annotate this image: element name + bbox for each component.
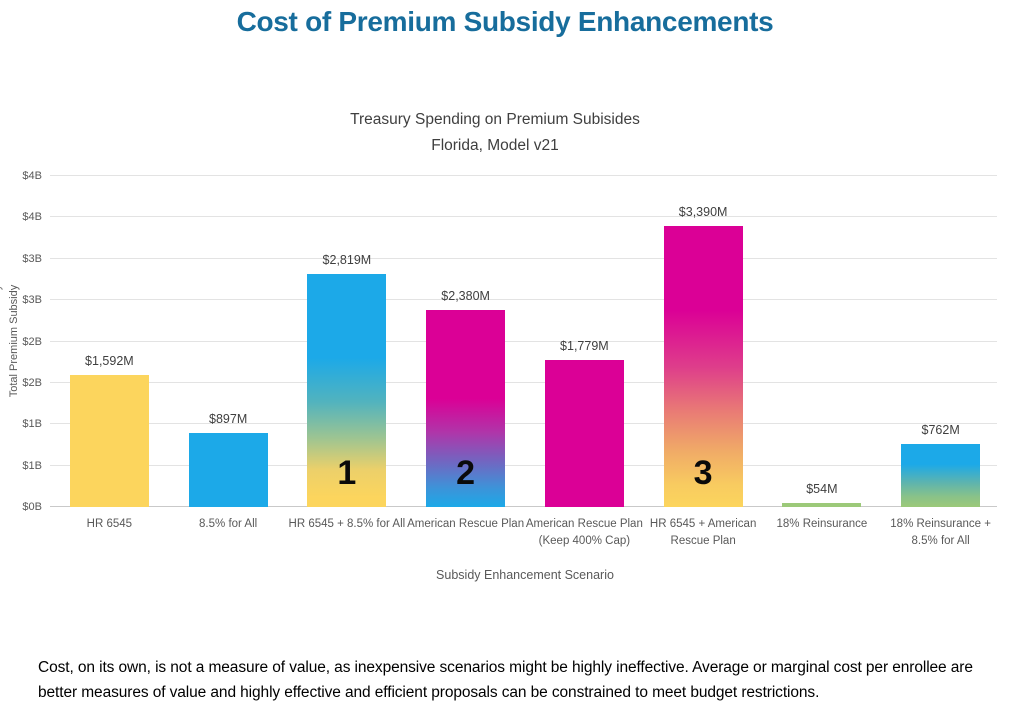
x-tick-label: HR 6545 xyxy=(86,518,133,530)
bar-value-label: $897M xyxy=(209,411,248,426)
x-tick-label: 8.5% for All xyxy=(199,518,258,530)
gridline xyxy=(50,299,997,301)
footnote: Cost, on its own, is not a measure of va… xyxy=(38,659,973,701)
bar-rank-number: 2 xyxy=(456,454,476,492)
y-tick-label: $4B xyxy=(22,170,42,182)
bar-value-label: $2,380M xyxy=(441,289,490,304)
page-title: Cost of Premium Subsidy Enhancements xyxy=(236,6,774,37)
y-tick-label: $3B xyxy=(22,252,42,265)
bar-hr-6545-8-5-for-all xyxy=(307,273,387,507)
y-tick-label: $2B xyxy=(22,376,42,389)
y-tick-label: $1B xyxy=(22,418,42,431)
y-tick-label: $4B xyxy=(22,211,42,224)
x-axis-title: Subsidy Enhancement Scenario xyxy=(436,568,614,582)
x-tick-label: 18% Reinsurance + 8.5% for All xyxy=(890,518,991,547)
bar-rank-number: 1 xyxy=(337,454,357,492)
bar-18-reinsurance xyxy=(782,502,862,507)
gridline xyxy=(50,175,997,176)
bar-american-rescue-plan-keep-400-cap xyxy=(544,359,624,507)
x-tick-label: HR 6545 + 8.5% for All xyxy=(288,518,406,530)
y-tick-label: $2B xyxy=(22,335,42,348)
bar-hr-6545-american-rescue-plan xyxy=(663,226,743,507)
gridline xyxy=(50,340,997,342)
bar-value-label: $1,592M xyxy=(85,354,134,369)
gridline xyxy=(50,464,997,466)
gridline xyxy=(50,257,997,259)
x-tick-label: HR 6545 + American Rescue Plan xyxy=(649,518,757,547)
chart-title: Treasury Spending on Premium Subisides xyxy=(350,111,640,128)
gridline xyxy=(50,506,997,507)
bar-value-label: $1,779M xyxy=(560,338,609,353)
bar-american-rescue-plan xyxy=(426,310,506,507)
y-tick-label: $1B xyxy=(22,459,42,472)
x-tick-label: American Rescue Plan (Keep 400% Cap) xyxy=(525,518,643,547)
gridline xyxy=(50,423,997,425)
gridline xyxy=(50,216,997,218)
bar-8-5-for-all xyxy=(188,432,268,507)
bar-value-label: $762M xyxy=(921,422,960,437)
chart-subtitle: Florida, Model v21 xyxy=(431,137,559,154)
x-tick-label: 18% Reinsurance xyxy=(776,518,868,530)
bar-value-label: $2,819M xyxy=(322,252,372,267)
x-tick-label: American Rescue Plan xyxy=(407,518,525,530)
bar-rank-number: 3 xyxy=(693,454,713,492)
bar-value-label: $54M xyxy=(806,481,838,496)
gridline xyxy=(50,381,997,383)
y-tick-label: $3B xyxy=(22,294,42,307)
bar-18-reinsurance-8-5-for-all xyxy=(901,443,981,507)
y-tick-label: $0B xyxy=(22,501,42,513)
plot-area: $0B $1B $1B $2B $2B $3B $3B $4B $4B $1,592M HR 654… xyxy=(22,170,1000,547)
bar-value-label: $3,390M xyxy=(678,205,728,220)
bar-hr-6545 xyxy=(69,375,149,507)
chart-title-block: Treasury Spending on Premium Subisides F… xyxy=(0,107,990,159)
